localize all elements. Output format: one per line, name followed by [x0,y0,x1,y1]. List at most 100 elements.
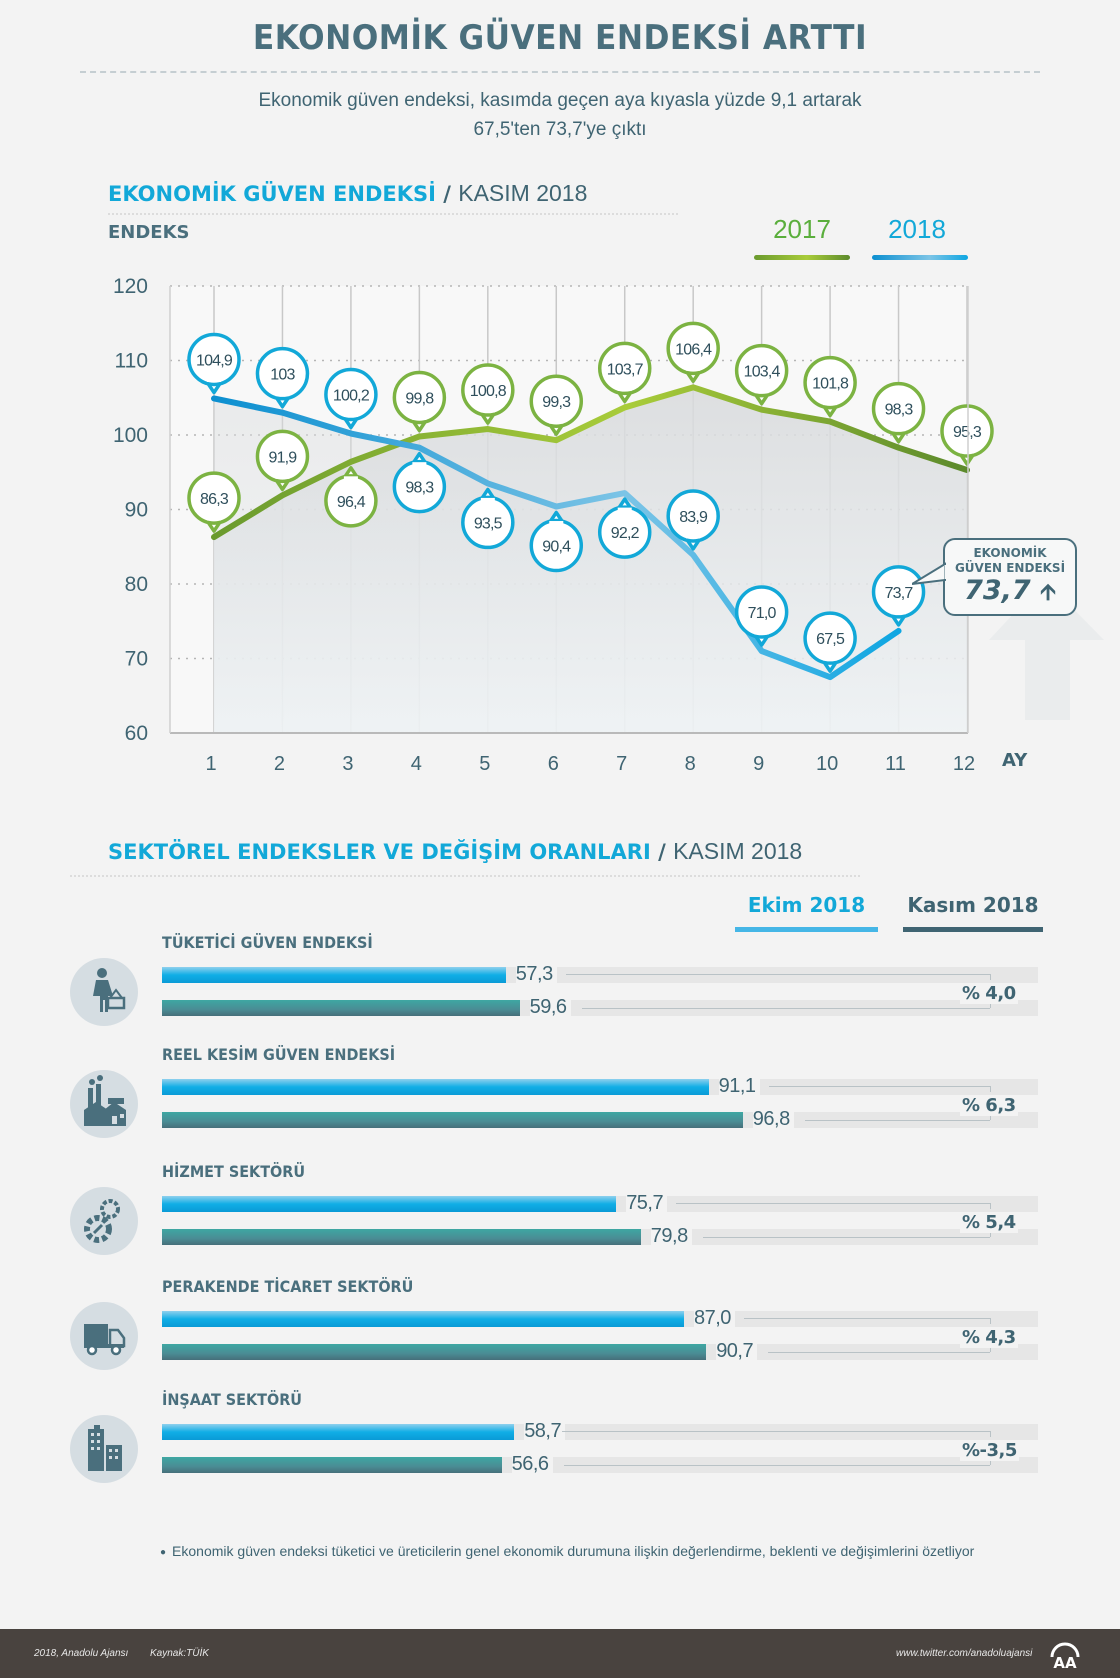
bar-value-kasim: 59,6 [529,996,571,1019]
data-bubble-2018: 98,3 [392,451,447,514]
page-title: EKONOMİK GÜVEN ENDEKSİ ARTTI [252,18,868,58]
bar-ekim-2018 [162,967,506,983]
data-labels: 86,3 91,9 96,4 99,8 100,8 99,3 103,7 106,4 103,4… [187,321,994,673]
connector-line-bottom [581,1008,990,1009]
section2-heading-sub: KASIM 2018 [673,838,803,864]
bubble-circle [392,459,447,514]
gears-icon [70,1187,138,1255]
x-tick-label: 1 [205,753,216,775]
connector-line-bottom [563,1465,990,1466]
truck-icon [70,1302,138,1370]
connector-line-bottom [702,1237,990,1238]
shopper-icon [70,958,138,1026]
callout-value: 73,7 [964,575,1031,606]
bubble-circle [461,495,515,550]
bubble-circle [871,381,926,436]
data-bubble-2017: 103,4 [734,343,789,406]
bubble-circle [597,505,652,559]
data-label: 67,5 [816,631,845,648]
data-label: 103,7 [607,361,644,378]
y-tick-label: 60 [125,722,148,745]
connector-line-top [768,1086,990,1087]
data-label: 73,7 [885,585,914,602]
bubble-circle [666,489,720,543]
connector-line-top [676,1203,990,1204]
bubble-circle [803,611,857,665]
factory-icon-glyph [84,1075,126,1126]
footer: 2018, Anadolu Ajansı Kaynak:TÜİK www.twi… [0,1629,1120,1678]
y-tick-label: 120 [113,275,148,298]
data-label: 106,4 [675,341,712,358]
section1-heading-main: EKONOMİK GÜVEN ENDEKSİ [108,182,436,206]
legend-ekim-label: Ekim 2018 [747,893,866,917]
x-tick-label: 2 [274,753,285,775]
subtitle-line-2: 67,5'ten 73,7'ye çıktı [473,119,647,140]
data-label: 93,5 [474,515,503,532]
x-tick-label: 5 [479,753,490,775]
data-bubble-2017: 99,8 [392,370,447,433]
shopper-icon-glyph [93,968,126,1012]
factory-icon [70,1070,138,1138]
buildings-icon-glyph [88,1425,122,1471]
callout-line-2: GÜVEN ENDEKSİ [954,561,1066,575]
bubble-circle [392,370,447,425]
change-percent: % 5,4 [960,1212,1018,1233]
bubble-circle [529,518,584,573]
bubble-circle [734,343,789,398]
data-bubble-2017: 86,3 [187,471,241,533]
legend-swatch-2017 [754,255,850,260]
bubble-circle [871,565,926,619]
y-tick-label: 100 [113,424,148,447]
bubble-circle [734,585,789,639]
truck-icon-glyph [84,1324,126,1356]
sector-title: REEL KESİM GÜVEN ENDEKSİ [162,1045,396,1064]
bar-kasim-2018 [162,1000,520,1016]
data-bubble-2017: 106,4 [666,321,720,384]
connector-line-top [561,1431,990,1432]
x-tick-label: 4 [411,753,422,775]
data-bubble-2018: 100,2 [324,367,378,430]
connector-tick-bottom [990,1002,991,1008]
sector-title: TÜKETİCİ GÜVEN ENDEKSİ [162,933,373,952]
section2-heading-main: SEKTÖREL ENDEKSLER VE DEĞİŞİM ORANLARI [108,840,651,864]
callout-box: EKONOMİK GÜVEN ENDEKSİ 73,7 🡩 [943,538,1077,616]
callout-line-1: EKONOMİK [973,546,1047,560]
bubble-circle [940,404,994,458]
data-label: 98,3 [405,480,434,497]
bar-value-ekim: 57,3 [515,963,557,986]
data-bubble-2018: 71,0 [734,585,789,647]
y-tick-label: 80 [125,573,148,596]
bar-ekim-2018 [162,1311,684,1327]
connector-tick-bottom [990,1114,991,1120]
page-subtitle: Ekonomik güven endeksi, kasımda geçen ay… [0,86,1120,144]
sector-title: İNŞAAT SEKTÖRÜ [162,1390,303,1409]
data-bubble-2018: 104,9 [187,332,241,395]
bar-value-ekim: 58,7 [524,1420,566,1443]
callout-value-row: 73,7 🡩 [945,576,1075,608]
section2-slash: / [658,840,666,864]
bar-value-kasim: 90,7 [716,1340,758,1363]
bar-ekim-2018 [162,1196,617,1212]
bar-ekim-2018 [162,1424,515,1440]
data-label: 104,9 [196,352,233,369]
data-label: 103 [270,367,295,384]
connector-tick-top [990,1431,991,1437]
y-tick-label: 70 [125,648,148,671]
y-axis-label: ENDEKS [108,222,190,243]
legend-label-2018: 2018 [888,214,946,244]
bar-value-kasim: 79,8 [650,1225,692,1248]
bubble-circle [597,341,652,396]
data-label: 71,0 [748,605,777,622]
section2-divider [70,875,860,877]
legend-kasim-label: Kasım 2018 [907,893,1039,917]
connector-tick-bottom [990,1346,991,1352]
section1-slash: / [443,182,451,206]
arrow-up-icon: 🡩 [1040,580,1056,605]
data-label: 91,9 [268,449,297,466]
legend-ekim-swatch [735,927,878,932]
section1-heading-sub: KASIM 2018 [458,180,588,206]
x-tick-label: 11 [885,753,906,775]
connector-line-bottom [804,1120,990,1121]
footer-twitter-link[interactable]: www.twitter.com/anadoluajansi [896,1648,1033,1659]
